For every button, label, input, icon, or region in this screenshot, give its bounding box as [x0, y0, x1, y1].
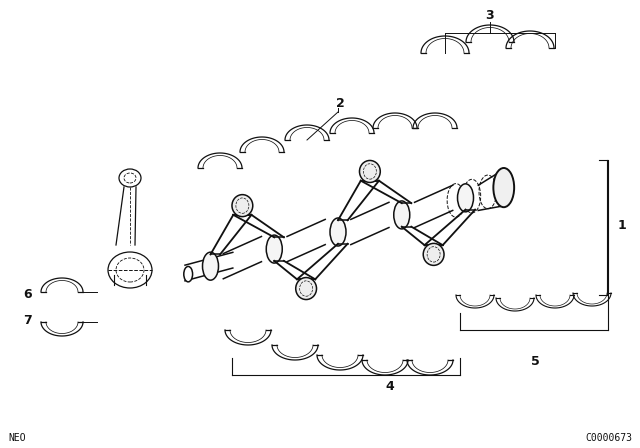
Text: 2: 2	[335, 97, 344, 110]
Ellipse shape	[360, 160, 380, 182]
Ellipse shape	[119, 169, 141, 187]
Ellipse shape	[394, 201, 410, 229]
Text: 6: 6	[24, 289, 32, 302]
Text: 5: 5	[531, 355, 540, 368]
Ellipse shape	[108, 252, 152, 288]
Ellipse shape	[423, 243, 444, 265]
Text: 1: 1	[618, 219, 627, 232]
Ellipse shape	[266, 235, 282, 263]
Ellipse shape	[296, 278, 317, 300]
Ellipse shape	[202, 252, 218, 280]
Ellipse shape	[493, 168, 514, 207]
Ellipse shape	[458, 184, 474, 212]
Ellipse shape	[330, 218, 346, 246]
Text: NEO: NEO	[8, 433, 26, 443]
Text: C0000673: C0000673	[585, 433, 632, 443]
Ellipse shape	[232, 194, 253, 217]
Text: 7: 7	[23, 314, 32, 327]
Ellipse shape	[184, 267, 193, 282]
Text: 4: 4	[386, 380, 394, 393]
Text: 3: 3	[486, 9, 494, 22]
